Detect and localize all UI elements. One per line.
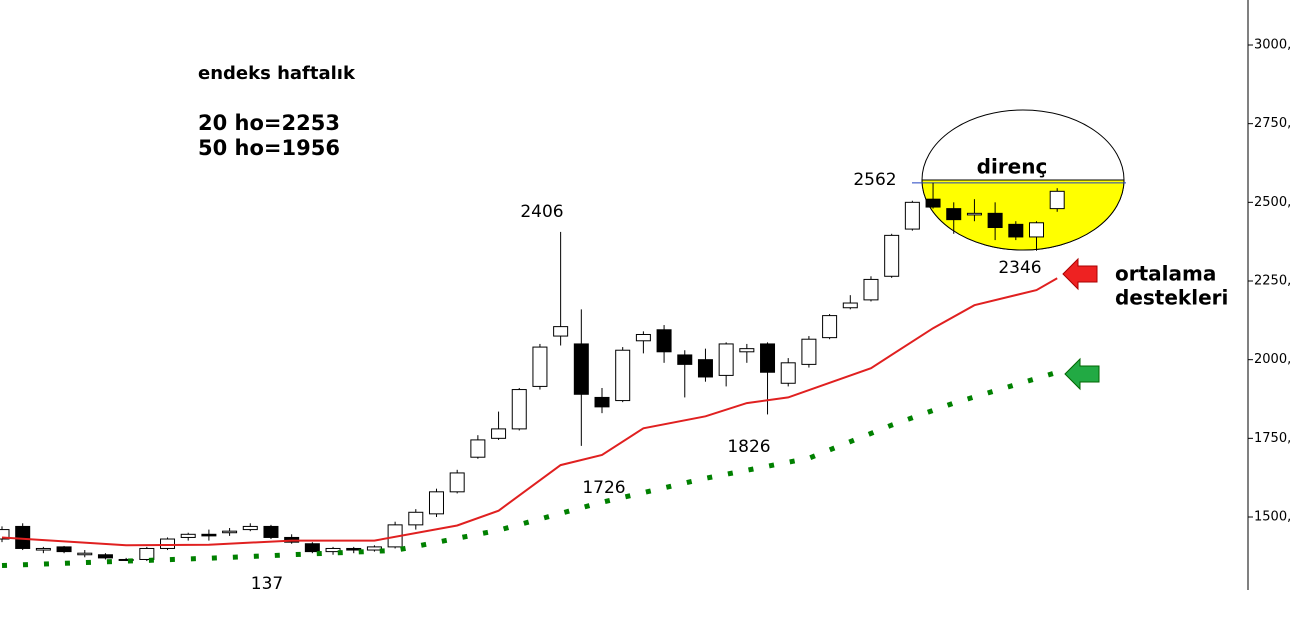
candle-body [263, 525, 279, 538]
highlight-fill [921, 179, 1125, 251]
annotation: 50 ho=1956 [198, 136, 340, 160]
annotation: ortalama [1115, 262, 1216, 286]
annotation: 137 [251, 574, 283, 594]
candle-body [222, 530, 238, 534]
candle-body [842, 302, 858, 309]
candle-body [884, 234, 900, 277]
candle-body [739, 348, 755, 353]
candle-body [925, 198, 941, 208]
annotation: 1826 [727, 437, 770, 457]
y-tick-label: 2250, [1254, 273, 1291, 288]
y-tick-label: 2500, [1254, 195, 1291, 210]
y-tick-label: 1500, [1254, 509, 1291, 524]
candle-body [160, 538, 176, 549]
candle-body [511, 389, 527, 430]
candle-body [801, 338, 817, 365]
candle-body [1008, 223, 1024, 238]
candle-body [470, 439, 486, 458]
annotation: 2562 [853, 170, 896, 190]
candle-body [863, 278, 879, 301]
candle-body [987, 212, 1003, 229]
candle-body [718, 343, 734, 376]
candle-body [780, 362, 796, 384]
candle-body [366, 546, 382, 551]
y-tick-label: 2000, [1254, 352, 1291, 367]
annotation: endeks haftalık [198, 63, 356, 84]
candle-body [553, 326, 569, 337]
annotation: direnç [977, 155, 1048, 179]
y-tick-label: 1750, [1254, 431, 1291, 446]
candle-body [201, 533, 217, 537]
candle-body [35, 547, 51, 551]
candle-body [77, 552, 93, 556]
candle-body [760, 343, 776, 373]
candle-body [449, 472, 465, 493]
candle-body [904, 201, 920, 230]
candle-body [139, 547, 155, 560]
candle-body [0, 529, 10, 540]
annotation: 2406 [520, 202, 563, 222]
moving-average [1, 277, 1058, 547]
candle-body [491, 428, 507, 439]
moving-average [1, 369, 1058, 568]
candle-body [697, 359, 713, 378]
candle-body [635, 333, 651, 342]
red-arrow [1062, 257, 1098, 291]
candle-body [677, 354, 693, 365]
annotation: 1726 [582, 478, 625, 498]
candle-body [594, 396, 610, 408]
candle-body [615, 349, 631, 402]
candle-body [97, 554, 113, 559]
candle-body [56, 546, 72, 553]
y-tick-label: 2750, [1254, 116, 1291, 131]
annotation: 20 ho=2253 [198, 111, 340, 135]
candle-body [573, 343, 589, 395]
candle-body [822, 315, 838, 339]
green-arrow [1064, 357, 1100, 391]
candle-body [15, 525, 31, 549]
candle-body [966, 212, 982, 216]
candle-body [1049, 190, 1065, 210]
candle-body [408, 511, 424, 526]
candle-body [242, 525, 258, 531]
candle-body [304, 543, 320, 553]
y-tick-label: 3000, [1254, 37, 1291, 52]
candle-body [346, 547, 362, 551]
candle-body [1029, 222, 1044, 238]
annotation: destekleri [1115, 286, 1228, 310]
candle-body [656, 329, 672, 353]
annotation: 2346 [998, 258, 1041, 278]
candle-body [532, 346, 548, 387]
candle-body [325, 547, 341, 553]
candle-body [428, 491, 444, 515]
candle-body [946, 208, 962, 221]
candle-body [118, 558, 134, 561]
candle-body [180, 533, 196, 538]
